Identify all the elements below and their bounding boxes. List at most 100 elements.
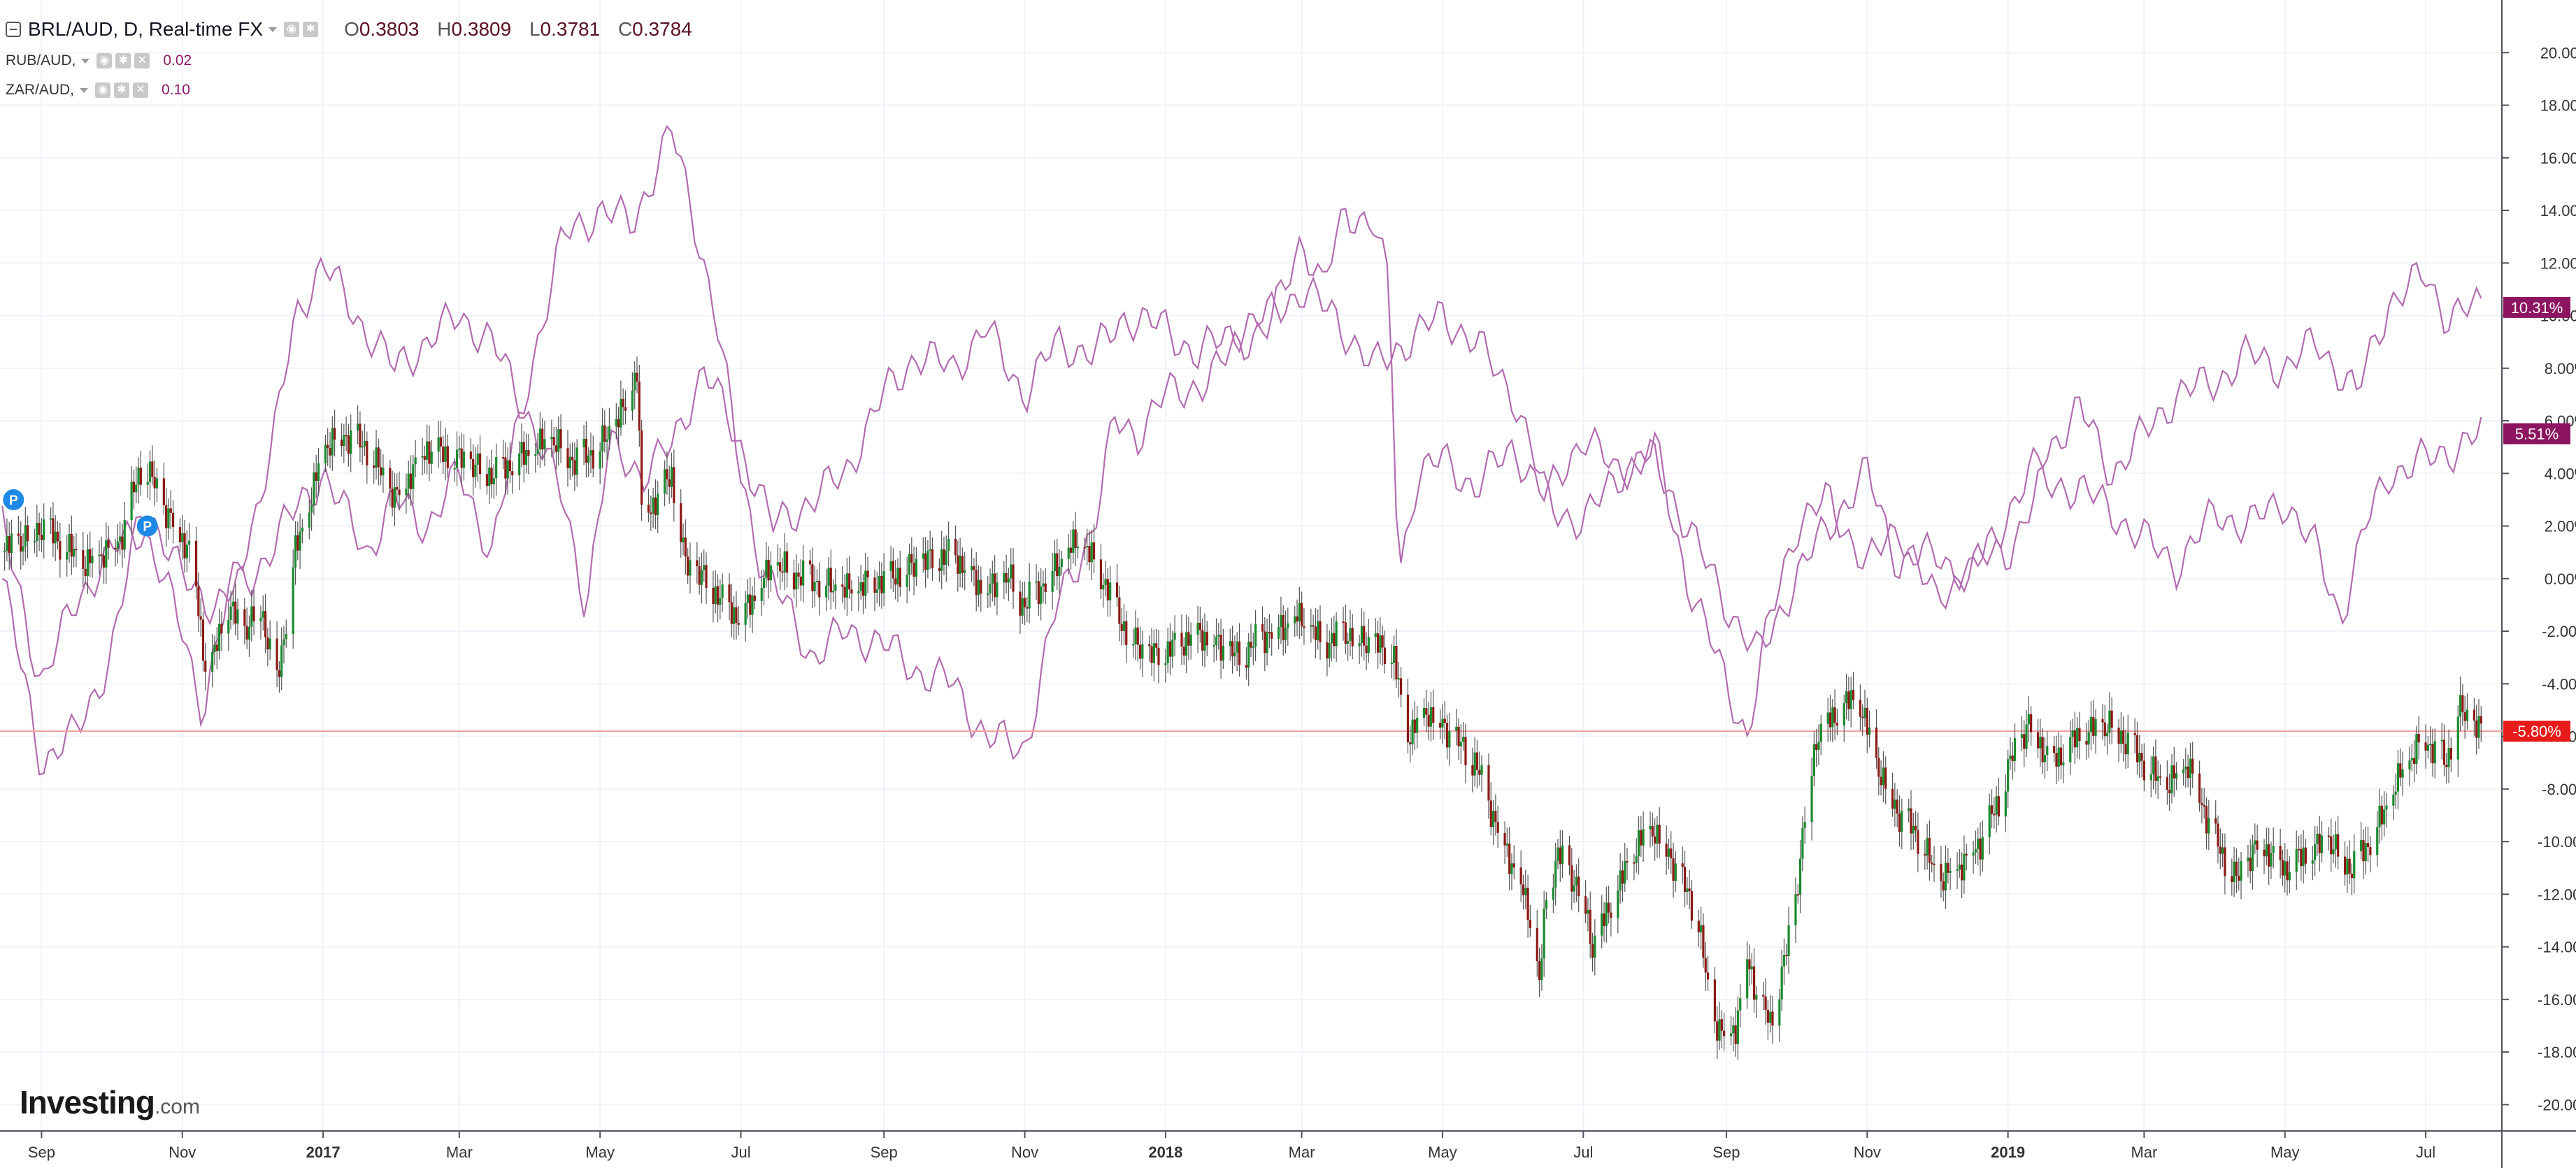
candle-body bbox=[1884, 767, 1887, 789]
candle-body bbox=[2184, 766, 2187, 770]
event-marker-icon[interactable]: P bbox=[3, 489, 24, 510]
candle-body bbox=[234, 601, 237, 624]
candle-body bbox=[252, 606, 255, 621]
candle-body bbox=[1849, 690, 1852, 709]
candle-body bbox=[357, 424, 359, 431]
marker-label: P bbox=[9, 493, 18, 508]
candle-body bbox=[100, 554, 103, 556]
candle-body bbox=[987, 593, 989, 596]
candle-body bbox=[1577, 877, 1580, 897]
candle-body bbox=[2152, 756, 2155, 774]
eye-icon[interactable]: ◉ bbox=[96, 53, 113, 69]
candle-body bbox=[2124, 744, 2127, 755]
event-marker-icon[interactable]: P bbox=[136, 515, 158, 537]
candle-body bbox=[2463, 712, 2466, 721]
candle-body bbox=[1928, 838, 1931, 863]
gear-icon[interactable]: ✱ bbox=[114, 82, 130, 98]
main-symbol[interactable]: BRL/AUD, D, Real-time FX bbox=[28, 18, 264, 40]
candle-body bbox=[1702, 925, 1705, 958]
candle-body bbox=[1512, 863, 1515, 868]
candle-body bbox=[1074, 529, 1077, 548]
candle-body bbox=[1720, 1019, 1723, 1031]
collapse-legend-button[interactable] bbox=[6, 22, 21, 37]
candle-body bbox=[1505, 843, 1508, 846]
candle-body bbox=[2281, 860, 2284, 876]
brand-logo[interactable]: Investing.com bbox=[20, 1083, 200, 1121]
candle-body bbox=[2166, 777, 2168, 790]
candle-body bbox=[511, 471, 514, 476]
candle-body bbox=[1349, 628, 1352, 642]
candle-body bbox=[506, 460, 509, 479]
x-tick-label: Sep bbox=[1712, 1144, 1740, 1161]
candle-body bbox=[1427, 714, 1430, 727]
candle-body bbox=[1076, 547, 1080, 549]
candle-body bbox=[536, 449, 539, 454]
candle-body bbox=[733, 607, 736, 624]
candle-body bbox=[1443, 719, 1446, 723]
candle-body bbox=[1842, 703, 1845, 726]
candle-body bbox=[1164, 663, 1167, 665]
candle-body bbox=[848, 573, 851, 590]
candle-body bbox=[1222, 646, 1224, 661]
candle-body bbox=[1882, 767, 1885, 786]
close-icon[interactable]: ✕ bbox=[133, 82, 149, 98]
gear-icon[interactable]: ✱ bbox=[115, 53, 131, 69]
candle-body bbox=[2235, 861, 2238, 876]
candle-body bbox=[236, 609, 239, 624]
candle-body bbox=[1278, 627, 1280, 639]
candle-body bbox=[1831, 707, 1834, 728]
candle-body bbox=[875, 589, 878, 593]
candle-body bbox=[2346, 858, 2349, 875]
candle-body bbox=[375, 447, 378, 468]
candle-body bbox=[728, 584, 731, 603]
series-line-rub-aud bbox=[1, 124, 2482, 776]
candle-body bbox=[1298, 603, 1301, 622]
candle-body bbox=[1319, 621, 1322, 642]
candle-body bbox=[689, 560, 692, 576]
eye-icon[interactable]: ◉ bbox=[284, 22, 300, 37]
zar-symbol[interactable]: ZAR/AUD, bbox=[6, 82, 75, 98]
candle-body bbox=[1238, 641, 1241, 665]
candle-body bbox=[2286, 861, 2289, 881]
candle-body bbox=[1056, 553, 1059, 577]
candle-body bbox=[1667, 848, 1670, 857]
candle-body bbox=[1347, 641, 1350, 644]
candle-body bbox=[2461, 695, 2464, 712]
chevron-down-icon[interactable] bbox=[81, 58, 90, 64]
chevron-down-icon[interactable] bbox=[269, 27, 278, 32]
legend-main-row[interactable]: BRL/AUD, D, Real-time FX ◉ ✱ O0.3803 H0.… bbox=[6, 13, 692, 46]
legend-rub-row[interactable]: RUB/AUD, ◉ ✱ ✕ 0.02 bbox=[6, 46, 692, 75]
candle-body bbox=[1686, 888, 1689, 893]
rub-symbol[interactable]: RUB/AUD, bbox=[6, 52, 76, 69]
close-icon[interactable]: ✕ bbox=[134, 53, 150, 69]
y-axis-labels: 20.00%18.00%16.00%14.00%12.00%10.00%8.00… bbox=[2502, 44, 2576, 1113]
candle-body bbox=[2459, 695, 2462, 717]
candle-body bbox=[943, 549, 945, 565]
candle-body bbox=[24, 525, 27, 547]
y-tick-label: 12.00% bbox=[2540, 254, 2576, 272]
candle-body bbox=[2449, 747, 2452, 760]
candle-body bbox=[2297, 849, 2300, 851]
event-markers[interactable]: PP bbox=[3, 489, 158, 537]
candle-body bbox=[1836, 723, 1838, 726]
candle-body bbox=[1896, 799, 1898, 814]
candle-body bbox=[245, 626, 248, 640]
candle-body bbox=[421, 456, 424, 458]
high-label: H bbox=[437, 18, 452, 40]
candle-body bbox=[1487, 765, 1490, 801]
candle-body bbox=[2036, 732, 2040, 749]
chevron-down-icon[interactable] bbox=[80, 87, 89, 93]
candle-body bbox=[1591, 944, 1594, 958]
candle-body bbox=[17, 533, 20, 536]
candle-body bbox=[1723, 1030, 1726, 1037]
candle-body bbox=[1861, 716, 1864, 719]
legend-zar-row[interactable]: ZAR/AUD, ◉ ✱ ✕ 0.10 bbox=[6, 75, 692, 105]
candle-body bbox=[1099, 559, 1103, 590]
y-tick-label: -4.00% bbox=[2542, 675, 2576, 693]
candle-body bbox=[2119, 730, 2122, 744]
candle-body bbox=[1587, 909, 1589, 914]
gear-icon[interactable]: ✱ bbox=[303, 22, 319, 37]
eye-icon[interactable]: ◉ bbox=[95, 82, 111, 98]
candle-body bbox=[2085, 741, 2088, 745]
